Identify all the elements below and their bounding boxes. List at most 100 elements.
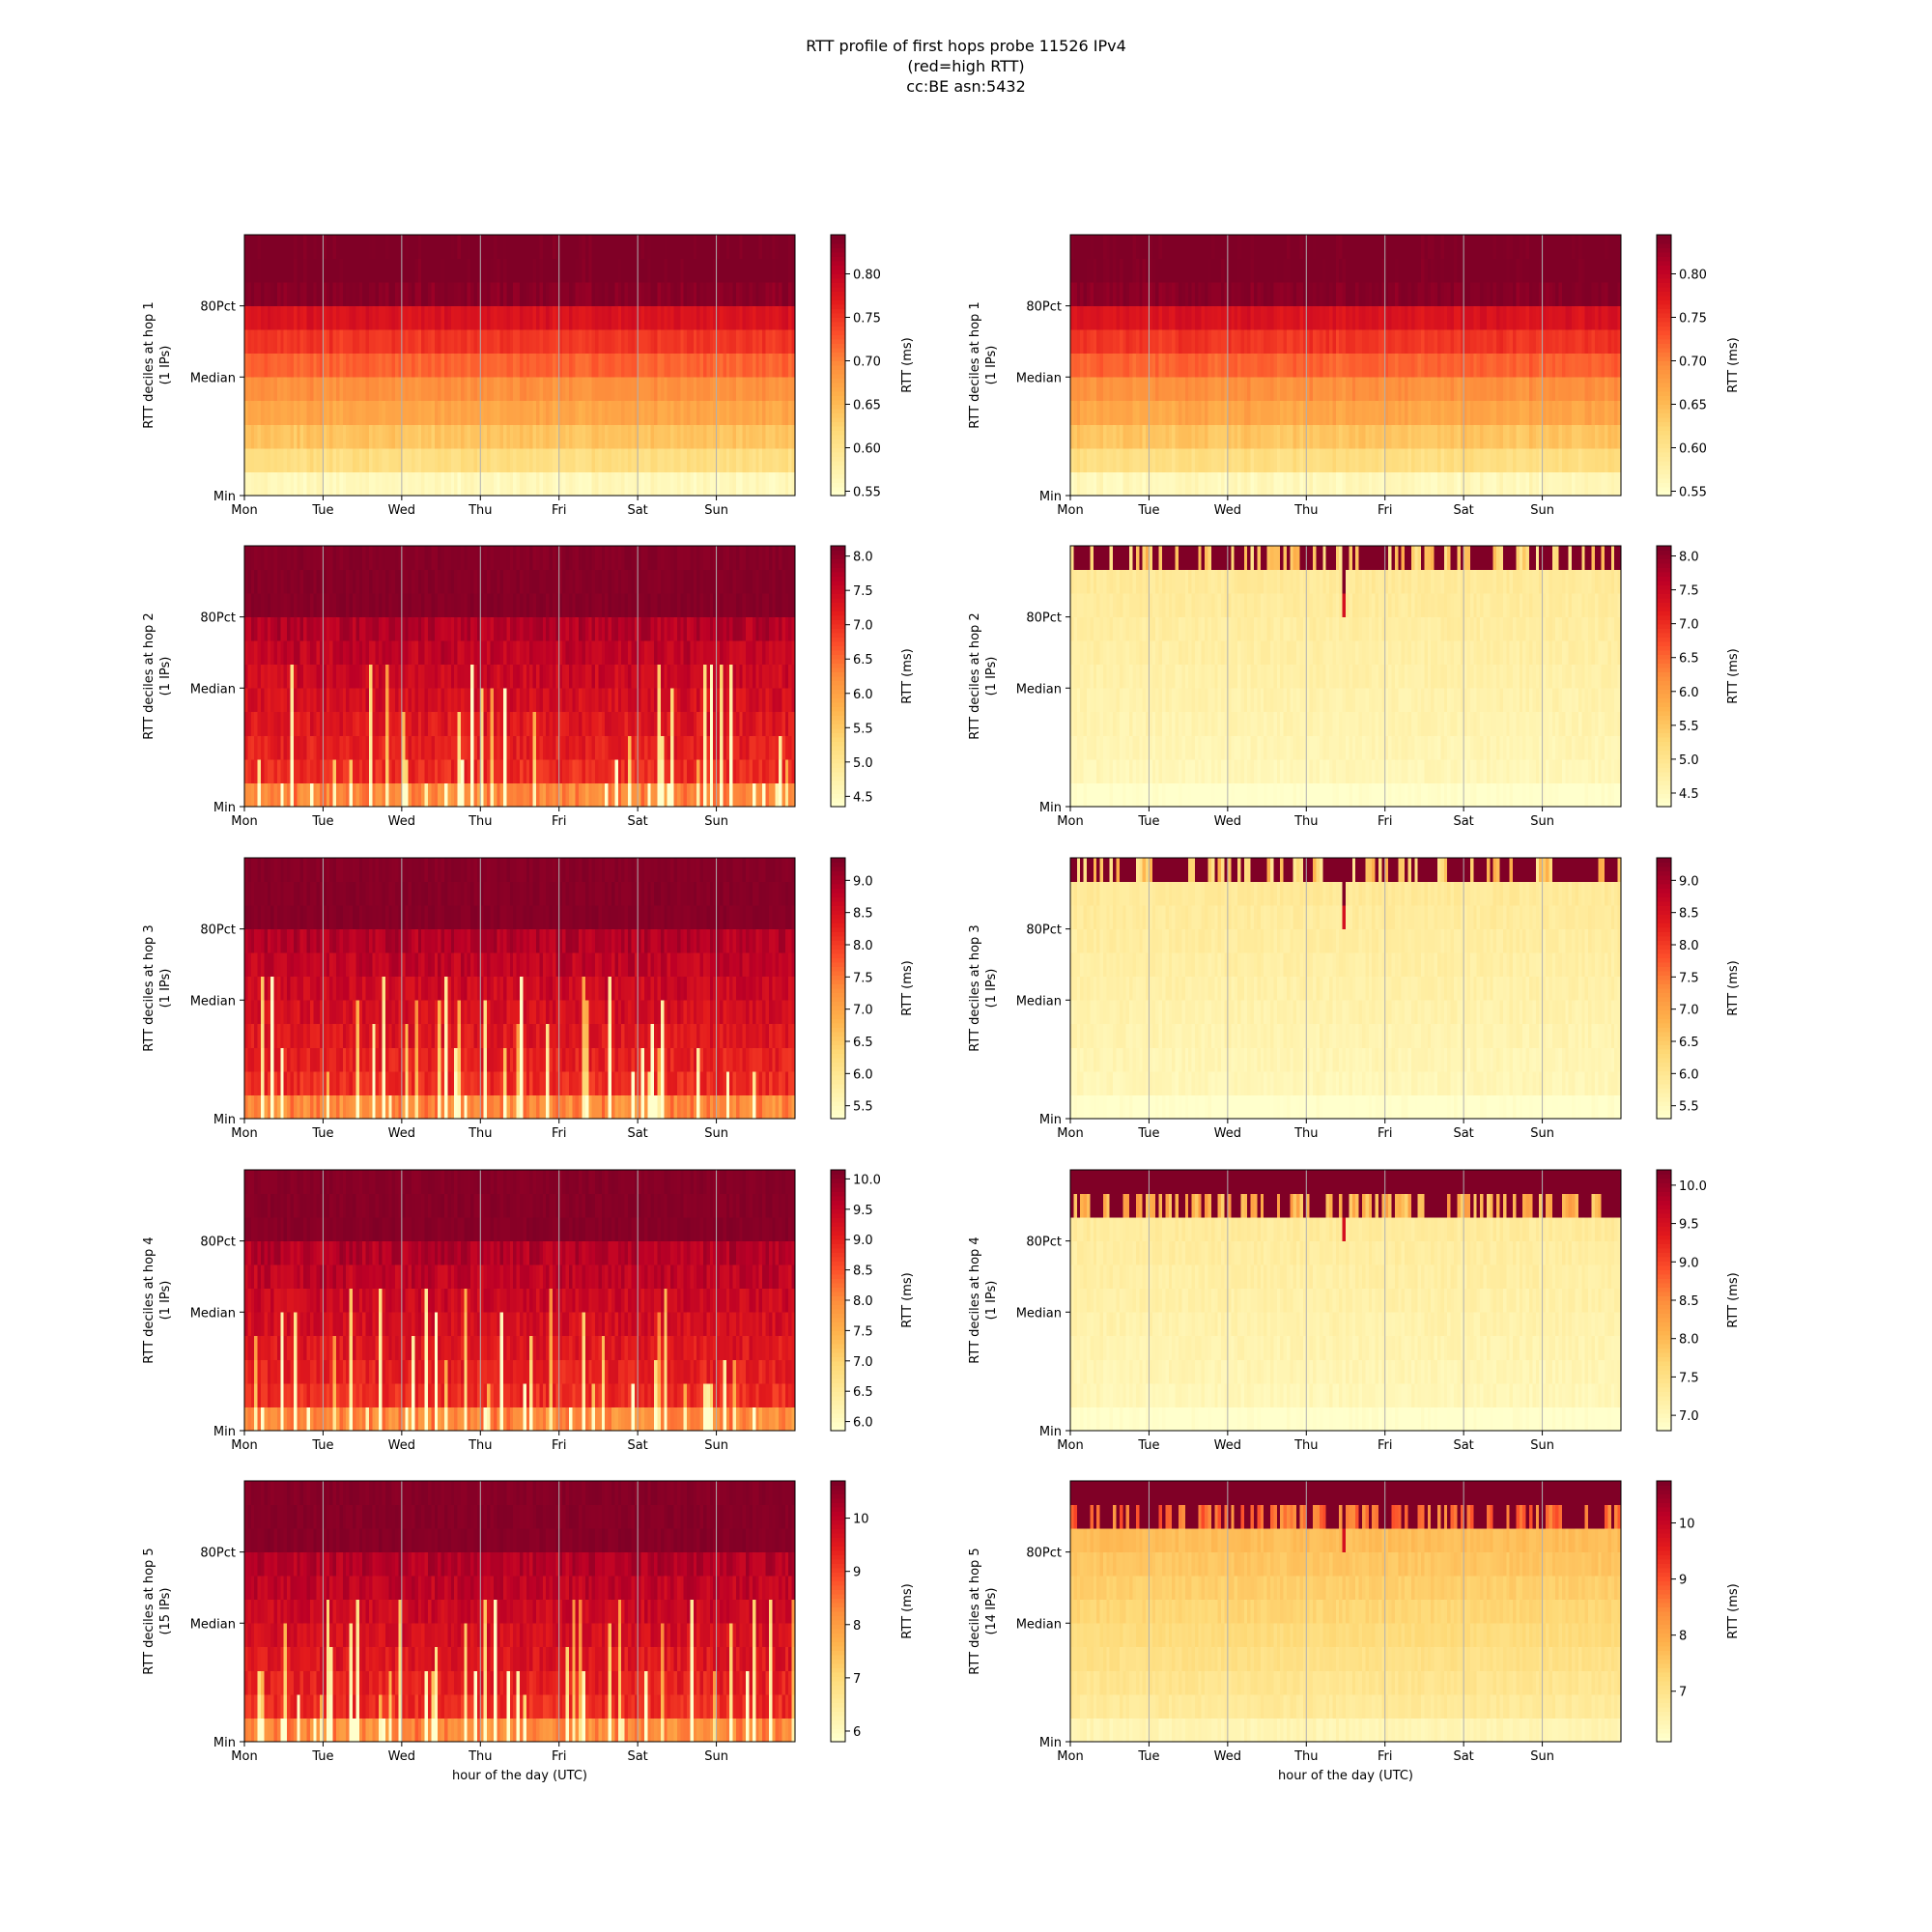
heatmap-cell [1470,354,1474,378]
heatmap-cell [658,759,662,783]
heatmap-cell [362,759,366,783]
heatmap-cell [1277,424,1281,448]
heatmap-cell [1405,424,1408,448]
heatmap-cell [329,354,333,378]
heatmap-cell [1267,401,1271,425]
colorbar-segment [1657,483,1671,488]
heatmap-cell [1395,282,1399,306]
heatmap-cell [785,354,789,378]
heatmap-cell [447,759,451,783]
heatmap-cell [323,735,327,759]
heatmap-cell [543,235,547,259]
heatmap-cell [1565,377,1569,401]
heatmap-cell [1087,329,1091,354]
heatmap-cell [303,424,307,448]
heatmap-cell [310,782,314,807]
heatmap-cell [1165,471,1169,496]
heatmap-cell [614,401,618,425]
heatmap-cell [1192,471,1196,496]
heatmap-cell [369,424,373,448]
heatmap-cell [680,665,684,689]
heatmap-cell [1444,401,1448,425]
heatmap-cell [1428,235,1432,259]
colorbar-segment [831,374,845,379]
heatmap-cell [523,377,526,401]
heatmap-cell [425,235,429,259]
heatmap-cell [1139,401,1143,425]
heatmap-cell [359,735,363,759]
heatmap-cell [638,712,641,736]
heatmap-cell [1205,306,1208,330]
heatmap-cell [710,401,714,425]
heatmap-cell [258,471,262,496]
colorbar-segment [831,243,845,248]
heatmap-cell [1339,471,1343,496]
heatmap-cell [700,759,704,783]
heatmap-cell [392,354,396,378]
heatmap-cell [739,665,743,689]
heatmap-cell [264,354,268,378]
heatmap-cell [494,282,497,306]
heatmap-cell [438,759,441,783]
heatmap-cell [759,282,763,306]
heatmap-cell [1526,282,1530,306]
heatmap-cell [1185,235,1189,259]
heatmap-cell [664,782,668,807]
heatmap-cell [520,471,524,496]
heatmap-cell [723,712,726,736]
heatmap-cell [611,259,615,283]
heatmap-cell [631,306,635,330]
heatmap-cell [323,665,327,689]
heatmap-cell [1477,471,1481,496]
heatmap-cell [447,782,451,807]
heatmap-cell [1159,259,1163,283]
heatmap-cell [1113,259,1117,283]
heatmap-cell [294,448,298,472]
heatmap-cell [726,424,730,448]
heatmap-cell [1257,448,1261,472]
heatmap-cell [592,235,596,259]
heatmap-cell [1077,282,1081,306]
heatmap-cell [506,759,510,783]
heatmap-cell [303,688,307,712]
heatmap-cell [1169,235,1173,259]
colorbar-segment [1657,327,1671,331]
heatmap-cell [284,712,288,736]
heatmap-cell [412,640,415,665]
heatmap-cell [1273,354,1277,378]
heatmap-cell [1120,471,1123,496]
heatmap-cell [1326,259,1330,283]
heatmap-cell [310,471,314,496]
heatmap-cell [346,329,350,354]
heatmap-cell [1195,471,1199,496]
heatmap-cell [644,354,648,378]
colorbar-segment [1657,270,1671,274]
heatmap-cell [729,688,733,712]
heatmap-cell [1405,354,1408,378]
heatmap-cell [435,306,439,330]
heatmap-cell [369,377,373,401]
heatmap-cell [1522,259,1526,283]
heatmap-cell [1546,377,1549,401]
heatmap-cell [677,688,681,712]
heatmap-cell [303,640,307,665]
heatmap-cell [1451,306,1455,330]
heatmap-cell [579,735,582,759]
heatmap-cell [251,471,255,496]
heatmap-cell [772,306,776,330]
heatmap-cell [1195,329,1199,354]
heatmap-cell [388,688,392,712]
heatmap-cell [1251,471,1255,496]
heatmap-cell [385,401,389,425]
heatmap-cell [703,471,707,496]
heatmap-cell [588,259,592,283]
heatmap-cell [1516,354,1520,378]
heatmap-cell [769,424,773,448]
heatmap-cell [1120,329,1123,354]
heatmap-cell [1179,354,1182,378]
heatmap-cell [261,235,265,259]
heatmap-cell [291,401,295,425]
heatmap-cell [543,782,547,807]
heatmap-cell [441,735,445,759]
heatmap-cell [470,235,474,259]
